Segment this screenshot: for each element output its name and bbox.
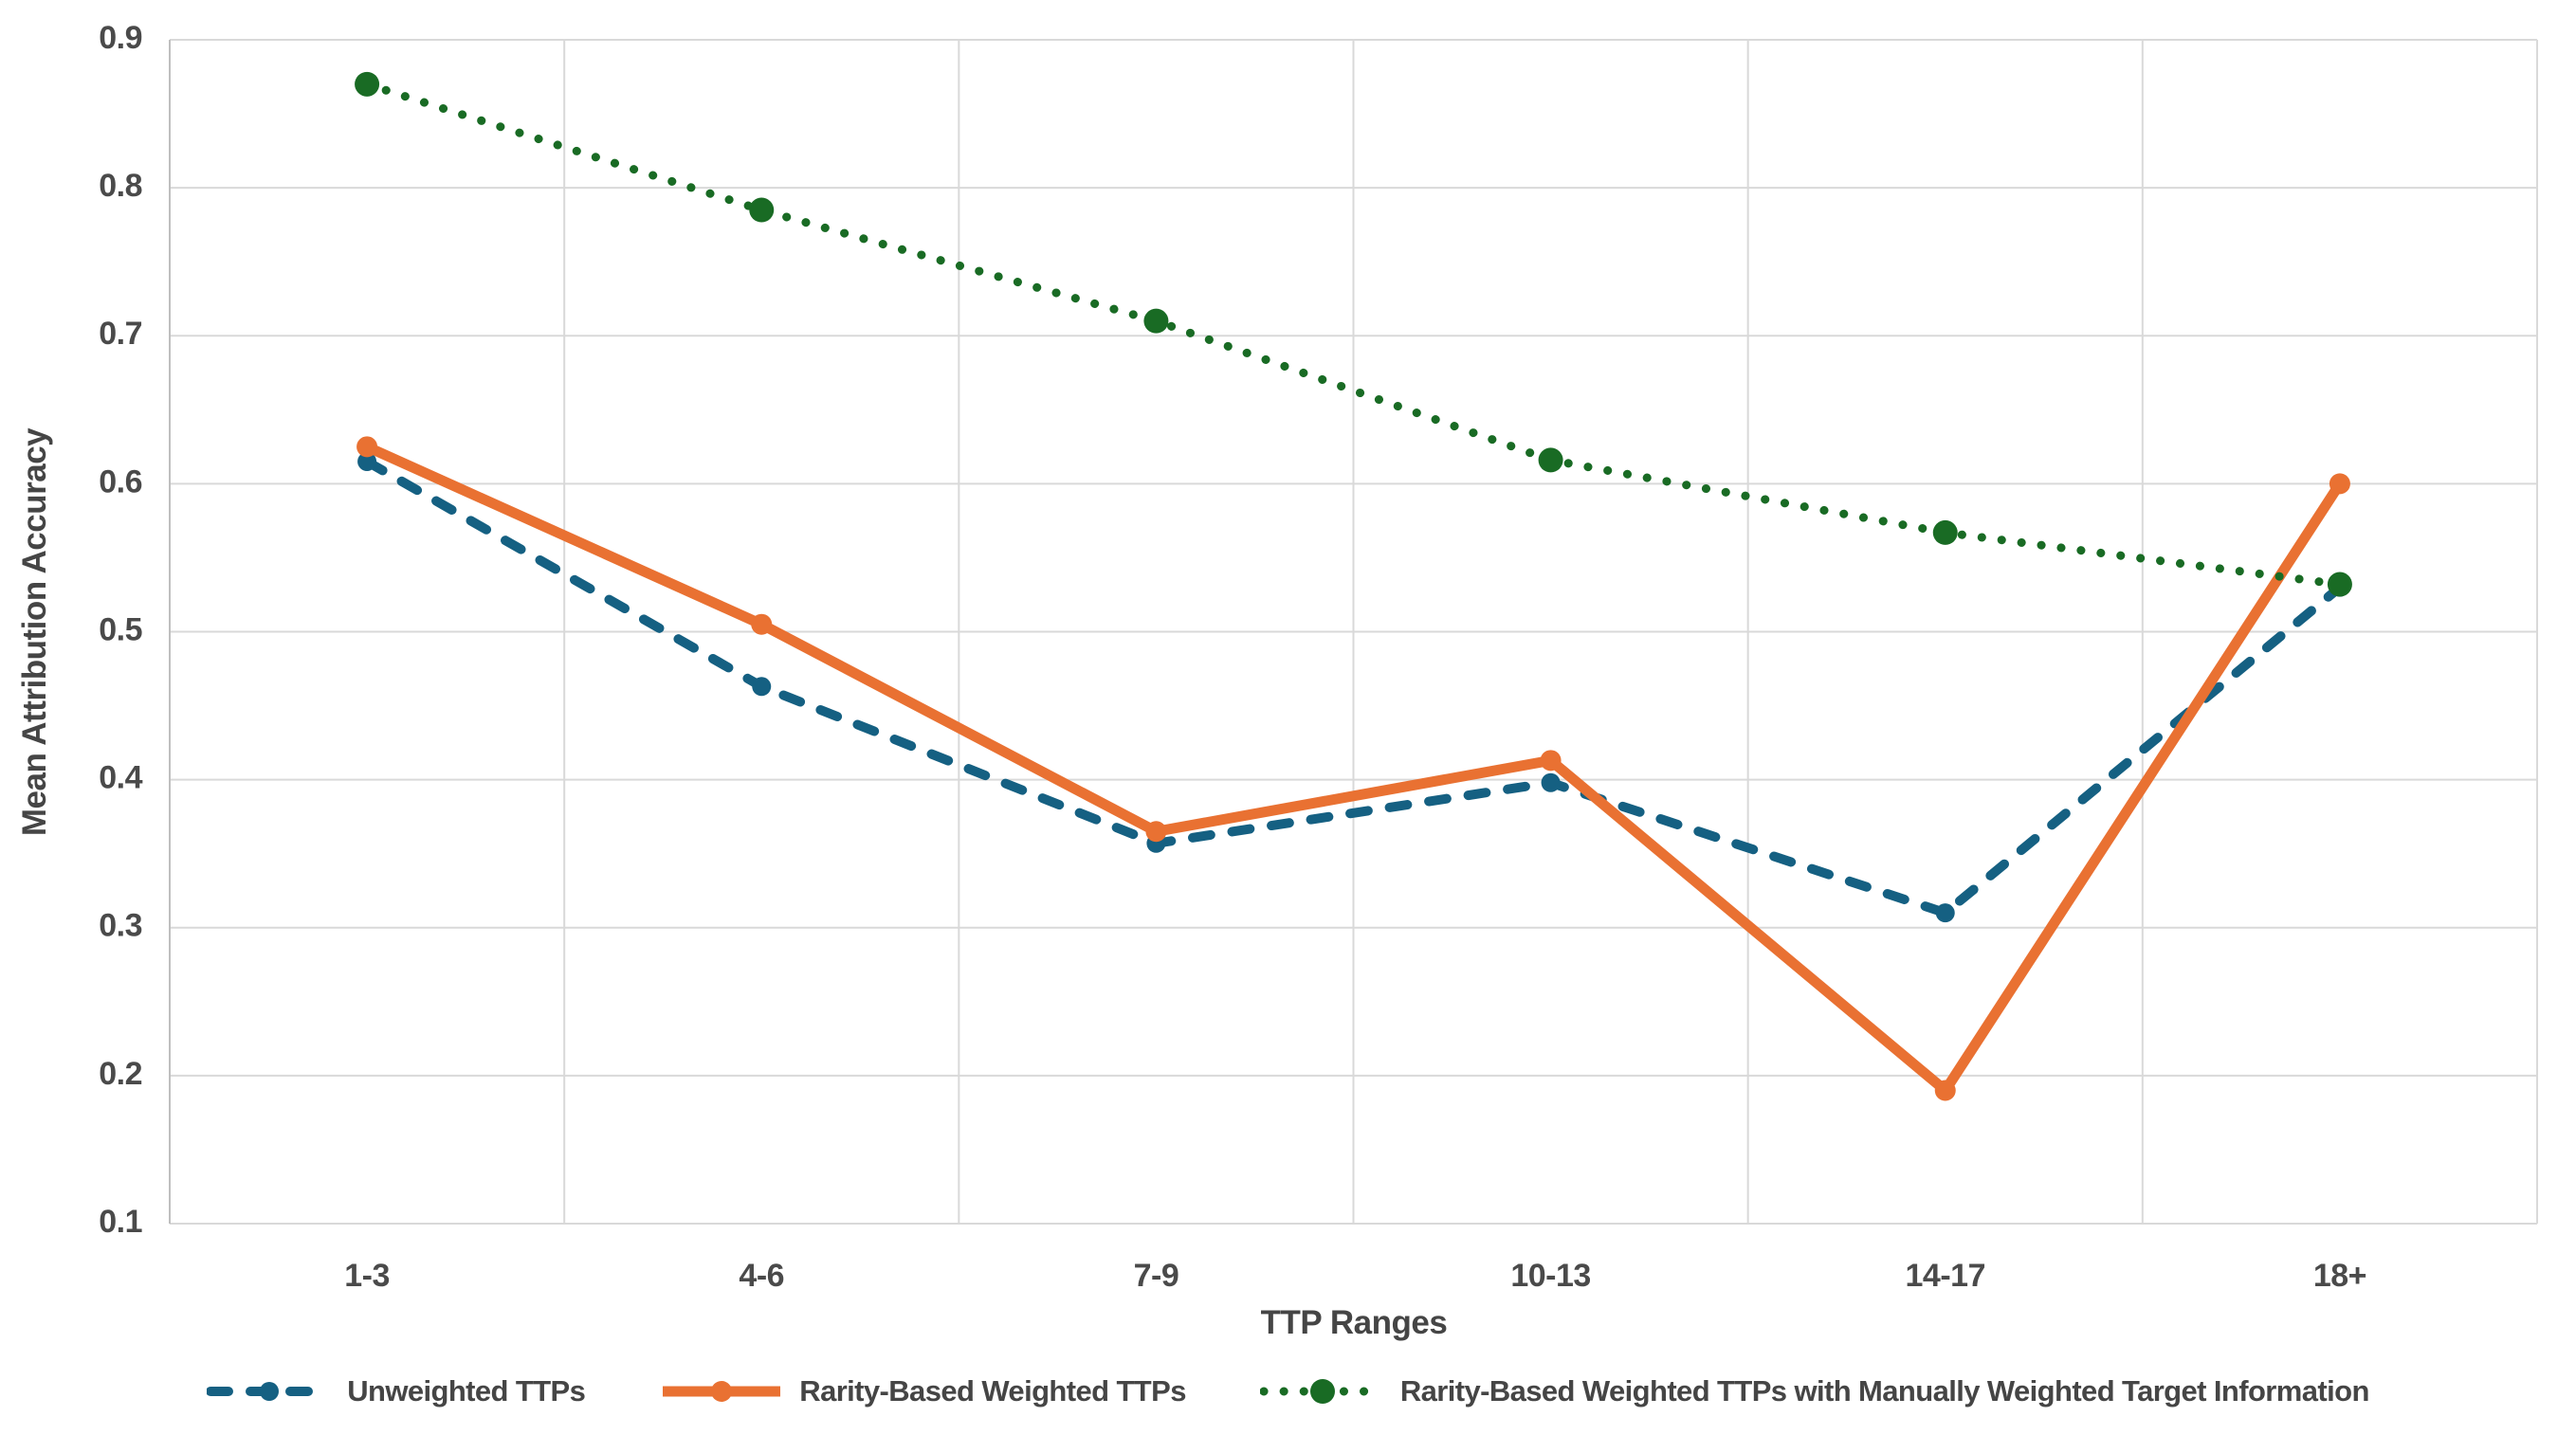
x-tick-label: 10-13: [1510, 1258, 1590, 1294]
data-point-marker: [1932, 519, 1958, 545]
legend-marker-sample: [1309, 1379, 1335, 1404]
data-point-marker: [2329, 473, 2350, 495]
y-tick-label: 0.7: [99, 316, 142, 352]
data-point-marker: [1541, 772, 1561, 792]
legend-entry-unweighted-ttps: Unweighted TTPs: [207, 1371, 586, 1412]
legend-marker-sample: [711, 1381, 733, 1402]
data-point-marker: [752, 677, 772, 697]
y-tick-label: 0.3: [99, 908, 142, 944]
legend-marker-sample: [260, 1382, 280, 1401]
x-tick-label: 4-6: [739, 1258, 784, 1294]
x-tick-label: 14-17: [1906, 1258, 1985, 1294]
y-tick-label: 0.4: [99, 760, 142, 796]
legend-label: Unweighted TTPs: [347, 1374, 586, 1408]
y-tick-label: 0.6: [99, 463, 142, 499]
legend-swatch-dotted-line: [1259, 1379, 1385, 1404]
data-point-marker: [356, 436, 378, 458]
y-tick-label: 0.1: [99, 1204, 142, 1240]
x-tick-label: 7-9: [1134, 1258, 1179, 1294]
x-tick-label: 1-3: [344, 1258, 390, 1294]
data-point-marker: [1934, 1080, 1956, 1101]
data-point-marker: [1143, 308, 1169, 334]
y-tick-label: 0.5: [99, 611, 142, 647]
data-point-marker: [751, 613, 773, 635]
legend-entry-rarity-weighted-ttps: Rarity-Based Weighted TTPs: [659, 1371, 1186, 1412]
x-tick-label: 18+: [2313, 1258, 2366, 1294]
data-point-marker: [2327, 572, 2352, 597]
axis-tick-labels-group: 0.9 0.8 0.7 0.6 0.5 0.4 0.3 0.2 0.1 1-3 4-6 7-9 10-1…: [99, 20, 2366, 1294]
chart-legend: Unweighted TTPs Rarity-Based Weighted TT…: [0, 1353, 2576, 1429]
data-point-marker: [1538, 447, 1563, 473]
series-line-0: [362, 456, 2345, 918]
y-tick-label: 0.8: [99, 168, 142, 204]
data-point-marker: [1145, 821, 1167, 843]
gridlines-group: [169, 39, 2538, 1225]
series-group: [355, 71, 2352, 1101]
data-point-marker: [1540, 750, 1562, 772]
legend-entry-rarity-weighted-manual-target: Rarity-Based Weighted TTPs with Manually…: [1259, 1371, 2370, 1412]
series-line-1: [364, 442, 2345, 1099]
y-tick-label: 0.9: [99, 20, 142, 56]
y-axis-title: Mean Attribution Accuracy: [16, 427, 53, 836]
x-axis-title: TTP Ranges: [1261, 1304, 1448, 1341]
legend-swatch-solid-line: [663, 1381, 781, 1402]
legend-label: Rarity-Based Weighted TTPs with Manually…: [1399, 1374, 2370, 1408]
data-point-marker: [357, 451, 377, 471]
legend-swatch-dashed-line: [207, 1382, 333, 1401]
data-point-marker: [749, 197, 775, 223]
legend-label: Rarity-Based Weighted TTPs: [799, 1374, 1186, 1408]
y-tick-label: 0.2: [99, 1056, 142, 1092]
data-point-marker: [355, 71, 380, 97]
data-point-marker: [1935, 903, 1955, 923]
